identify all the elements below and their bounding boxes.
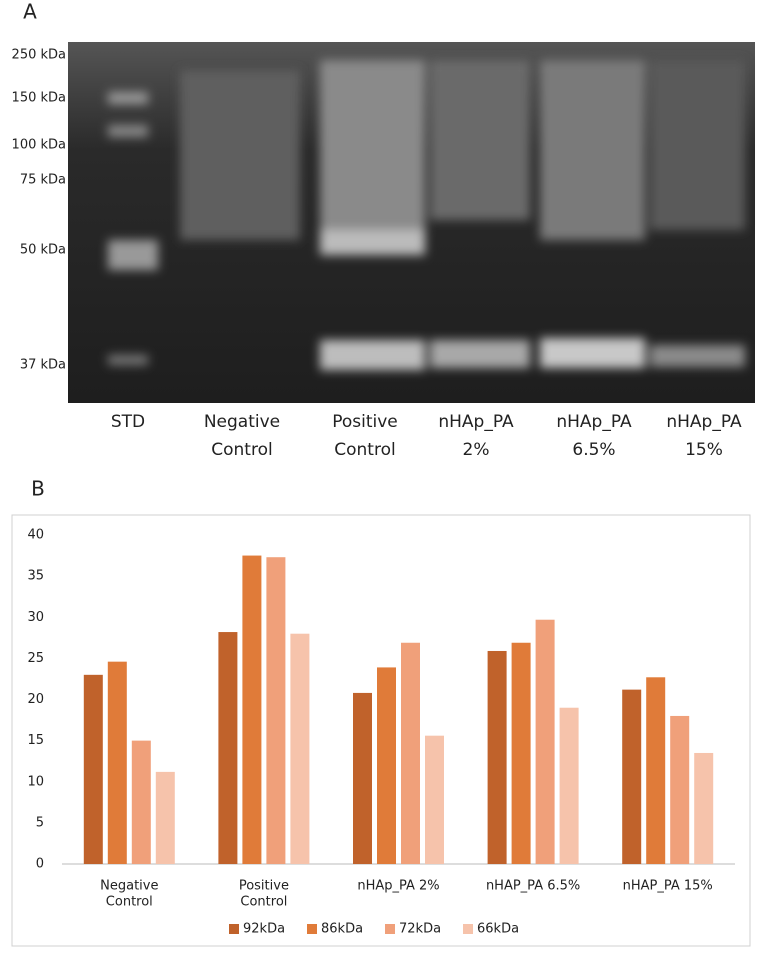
bar [290, 633, 310, 864]
lane-label: nHAp_PA [438, 412, 514, 432]
bar [694, 752, 714, 864]
legend-swatch [307, 924, 317, 934]
x-tick-label: Control [240, 895, 287, 910]
bar [670, 715, 690, 864]
bar [83, 674, 103, 864]
x-tick-label: Negative [100, 879, 158, 894]
y-tick-label: 25 [27, 651, 44, 666]
x-tick-label: nHAP_PA 6.5% [486, 879, 580, 894]
marker-label: 37 kDa [20, 358, 66, 373]
bar [535, 619, 555, 864]
bar [425, 735, 444, 864]
bar [131, 740, 151, 864]
bar [401, 642, 420, 864]
bar [266, 557, 286, 864]
panel-label: B [31, 477, 45, 501]
lane-label: Positive [332, 412, 398, 432]
gel-image [68, 42, 755, 403]
y-tick-label: 40 [27, 528, 44, 543]
lane-label: STD [111, 412, 145, 432]
bar [353, 692, 372, 864]
y-tick-label: 15 [27, 733, 44, 748]
legend-swatch [385, 924, 395, 934]
legend-label: 86kDa [321, 922, 363, 937]
lane-label: Control [334, 440, 395, 460]
marker-label: 250 kDa [12, 48, 66, 63]
bar [622, 689, 642, 864]
legend-swatch [463, 924, 473, 934]
panel-label: A [23, 0, 37, 24]
lane-label: Control [211, 440, 272, 460]
bar [559, 707, 579, 864]
legend-label: 66kDa [477, 922, 519, 937]
bar [511, 642, 531, 864]
lane-label: 6.5% [572, 440, 615, 460]
marker-label: 75 kDa [20, 173, 66, 188]
x-tick-label: Control [106, 895, 153, 910]
y-tick-label: 20 [27, 692, 44, 707]
legend-label: 72kDa [399, 922, 441, 937]
x-tick-label: nHAP_PA 15% [623, 879, 713, 894]
lane-label: nHAp_PA [666, 412, 742, 432]
y-tick-label: 0 [36, 857, 44, 872]
bar [218, 632, 238, 864]
y-tick-label: 35 [27, 569, 44, 584]
bar [155, 771, 175, 864]
lane-label: 2% [463, 440, 490, 460]
x-tick-label: Positive [239, 879, 289, 894]
bar [646, 677, 666, 864]
y-tick-label: 5 [36, 815, 44, 830]
marker-label: 50 kDa [20, 243, 66, 258]
bar [242, 555, 262, 864]
bar [107, 661, 127, 864]
x-tick-label: nHAp_PA 2% [357, 879, 439, 894]
lane-label: nHAp_PA [556, 412, 632, 432]
marker-label: 100 kDa [12, 138, 66, 153]
marker-label: 150 kDa [12, 91, 66, 106]
bar [377, 667, 396, 864]
lane-label: 15% [685, 440, 723, 460]
legend-label: 92kDa [243, 922, 285, 937]
y-tick-label: 30 [27, 610, 44, 625]
legend-swatch [229, 924, 239, 934]
y-tick-label: 10 [27, 774, 44, 789]
bar [487, 650, 507, 864]
lane-label: Negative [204, 412, 280, 432]
